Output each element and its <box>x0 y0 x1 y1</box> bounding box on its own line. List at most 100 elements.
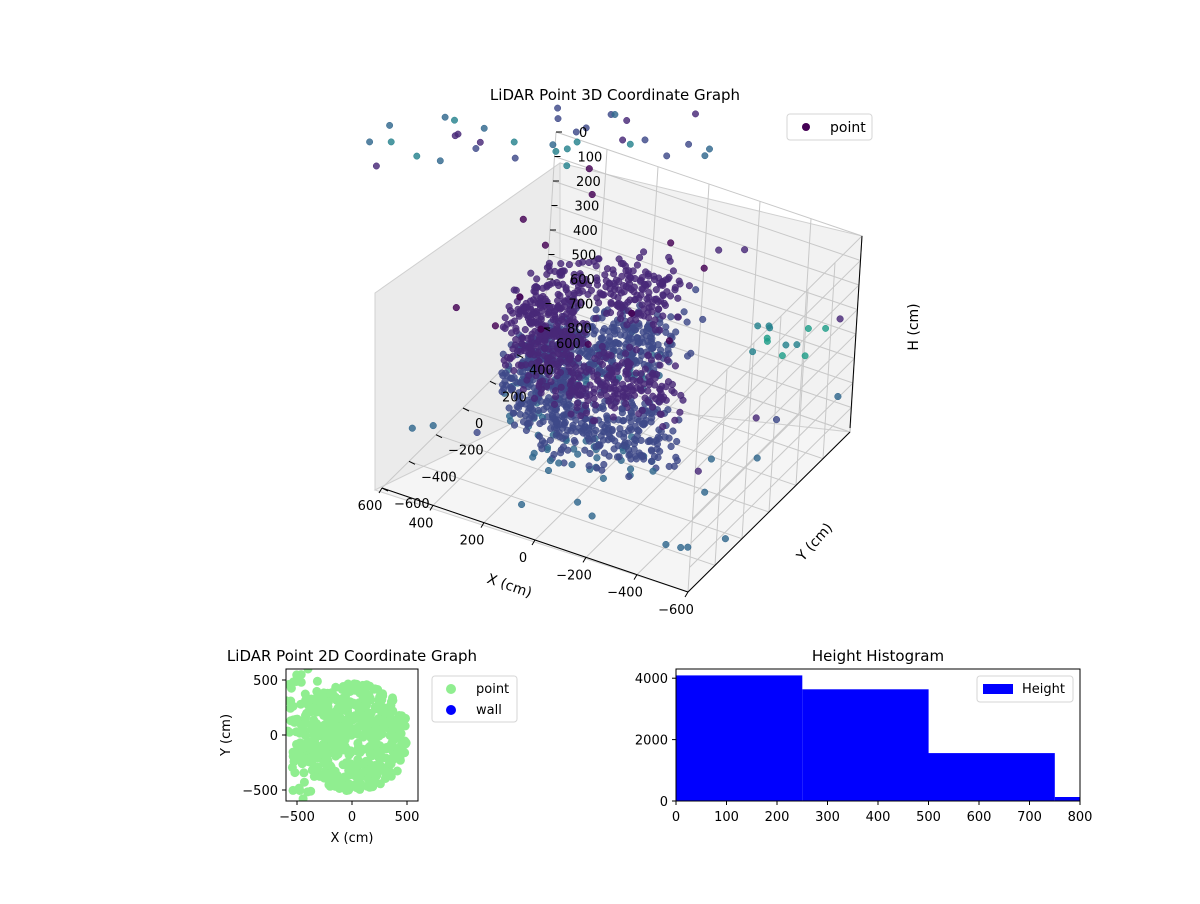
point-2d <box>359 701 369 711</box>
point-3d <box>782 341 790 349</box>
point-2d <box>351 700 360 710</box>
point-3d <box>701 152 709 160</box>
point-3d <box>615 347 623 356</box>
point-3d <box>603 309 611 317</box>
point-3d <box>502 381 510 389</box>
point-3d <box>544 311 552 319</box>
point-3d <box>575 259 583 267</box>
point-2d <box>346 748 356 758</box>
point-3d <box>519 386 527 394</box>
point-3d <box>627 455 635 463</box>
z-tick-label: 200 <box>576 175 601 190</box>
point-3d <box>534 343 542 351</box>
point-3d <box>570 270 578 278</box>
point-3d <box>530 394 539 402</box>
point-3d <box>563 404 571 412</box>
point-3d <box>511 341 519 349</box>
legend-3d-box <box>786 113 873 141</box>
point-3d <box>671 416 679 424</box>
point-2d <box>331 751 341 761</box>
point-3d <box>766 324 774 332</box>
point-2d <box>375 748 385 758</box>
x-tick <box>684 591 689 598</box>
point-3d <box>644 437 652 446</box>
y-tick-label: 600 <box>556 337 581 352</box>
point-3d <box>662 383 670 391</box>
point-3d <box>527 269 535 277</box>
point-3d <box>585 437 594 445</box>
point-3d <box>569 424 577 432</box>
point-3d <box>454 130 462 138</box>
point-3d <box>656 410 664 418</box>
point-3d <box>570 307 578 315</box>
z-tick-label: 600 <box>570 273 595 288</box>
point-3d <box>545 371 553 379</box>
legend-2d: point wall <box>431 675 518 723</box>
point-3d <box>663 356 672 364</box>
point-3d <box>508 329 516 337</box>
z-tick-label: 400 <box>573 224 598 239</box>
point-3d <box>623 117 631 124</box>
point-2d <box>356 768 366 778</box>
point-3d <box>652 286 660 294</box>
point-3d <box>632 436 640 445</box>
point-3d <box>647 457 656 465</box>
point-2d <box>380 765 390 775</box>
tick-label-2d-x: 0 <box>348 810 356 825</box>
point-3d <box>544 345 552 353</box>
point-2d <box>370 684 380 694</box>
point-3d <box>618 272 626 280</box>
point-3d <box>610 378 619 387</box>
point-3d <box>654 305 662 313</box>
point-3d <box>656 447 664 455</box>
point-3d <box>573 138 581 146</box>
histogram-ticks: 0 100 200 300 400 500 600 700 800 0 2000 4000 <box>635 672 1093 825</box>
point-3d <box>659 291 667 299</box>
tick-label-2d-x: 500 <box>395 810 420 825</box>
legend-3d: point <box>786 113 873 141</box>
point-3d <box>554 297 562 305</box>
point-3d <box>567 410 575 418</box>
chart-2d-title: LiDAR Point 2D Coordinate Graph <box>227 647 477 665</box>
point-3d <box>673 437 681 446</box>
point-3d <box>551 307 559 315</box>
point-3d <box>641 365 649 373</box>
point-3d <box>558 315 566 323</box>
point-3d <box>619 136 627 144</box>
point-3d <box>387 138 395 146</box>
point-3d <box>610 270 618 278</box>
point-3d <box>551 330 559 338</box>
point-2d <box>353 744 363 754</box>
histogram-x-tick-label: 800 <box>1068 810 1093 825</box>
point-3d <box>585 462 593 470</box>
point-3d <box>665 337 673 345</box>
point-3d <box>436 157 444 165</box>
point-2d <box>351 723 361 733</box>
point-3d <box>546 457 554 465</box>
y-tick <box>408 460 416 465</box>
point-3d <box>650 275 659 284</box>
point-3d <box>680 308 688 316</box>
point-3d <box>667 442 675 451</box>
x-tick <box>429 505 434 511</box>
point-2d <box>313 690 323 700</box>
point-3d <box>654 453 662 462</box>
point-3d <box>636 277 644 285</box>
z-axis-line <box>849 235 863 429</box>
point-3d <box>509 409 517 417</box>
point-3d <box>533 275 541 283</box>
x-axis-label: X (cm) <box>485 571 534 601</box>
point-3d <box>535 333 543 341</box>
point-3d <box>554 104 562 112</box>
point-3d <box>593 454 601 462</box>
point-3d <box>609 413 617 421</box>
point-2d <box>286 680 294 689</box>
point-3d <box>560 414 568 422</box>
point-3d <box>644 352 652 360</box>
point-2d <box>296 670 306 680</box>
point-3d <box>566 322 574 330</box>
point-3d <box>565 363 573 371</box>
point-3d <box>613 368 621 376</box>
legend-histogram-swatch <box>983 684 1013 694</box>
point-3d <box>715 246 723 254</box>
